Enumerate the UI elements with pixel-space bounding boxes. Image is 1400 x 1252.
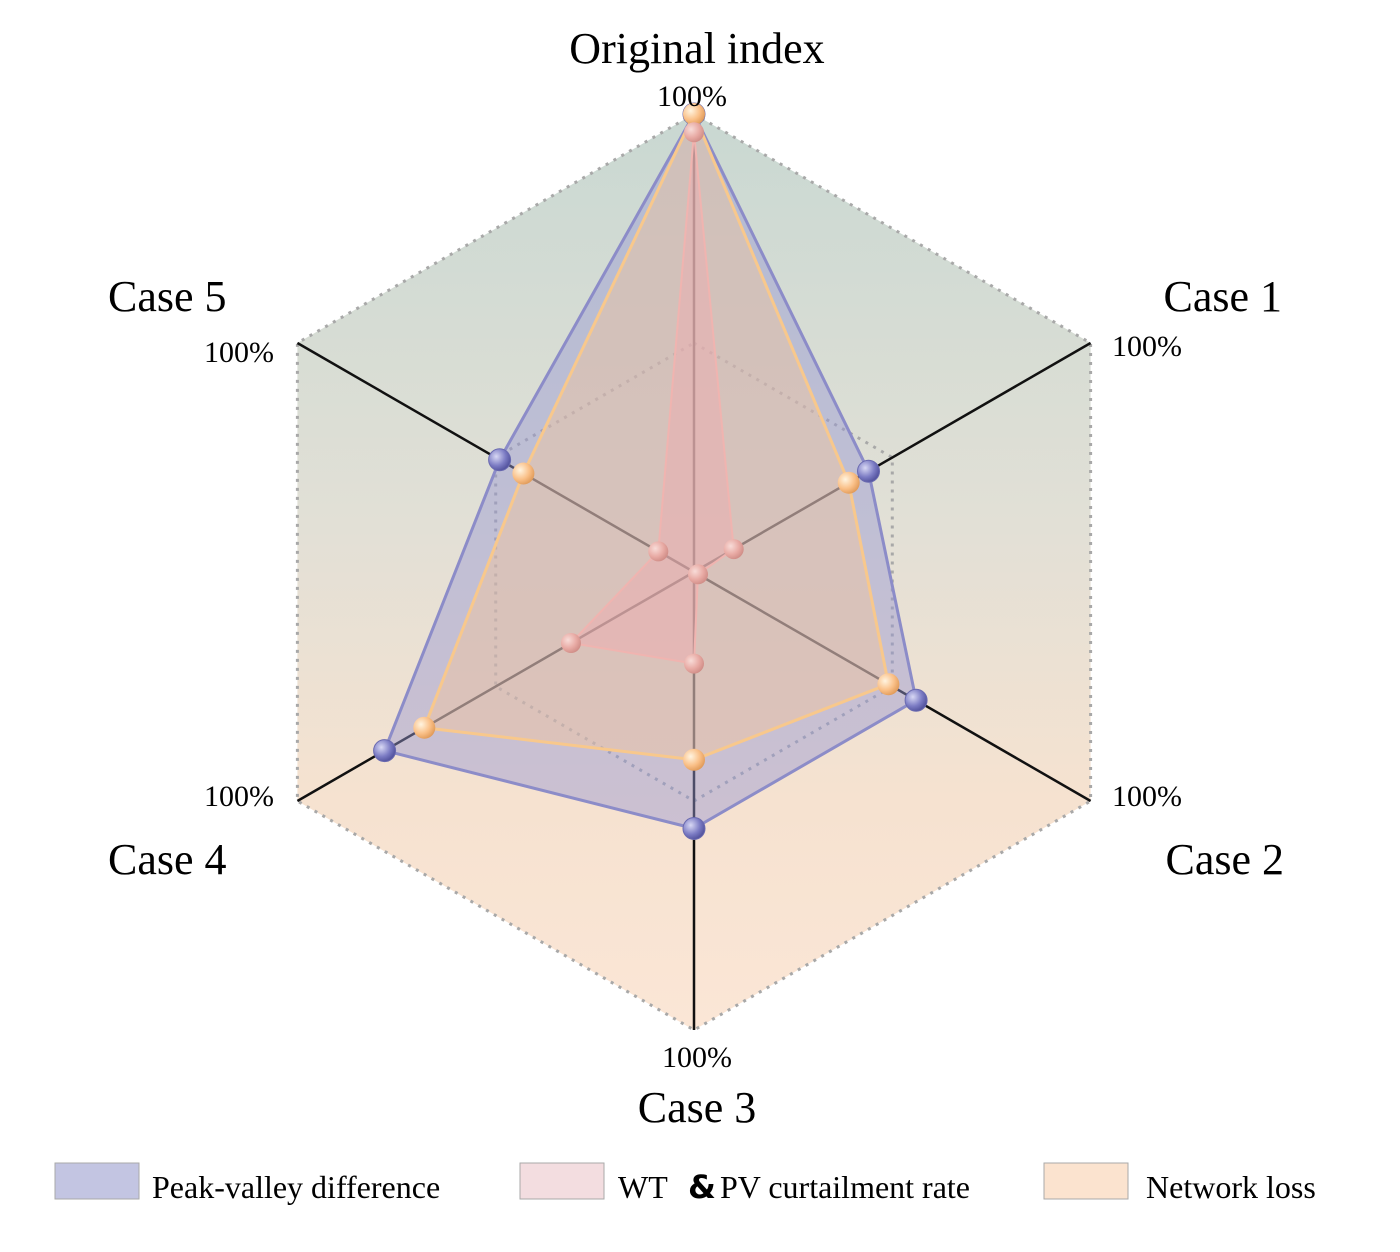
legend-label-peak-valley: Peak-valley difference	[152, 1169, 440, 1205]
series-1-point-2	[688, 564, 708, 585]
legend-item-network-loss[interactable]: Network loss	[1043, 1162, 1316, 1205]
legend-label-network-loss: Network loss	[1146, 1169, 1316, 1205]
legend-item-curtailment[interactable]: WT & PV curtailment rate	[519, 1162, 970, 1206]
legend-swatch-network-loss	[1043, 1162, 1129, 1200]
legend-label-curtailment-wt: WT	[618, 1169, 668, 1205]
legend-swatch-peak-valley	[54, 1162, 140, 1200]
axis-label-0: Original index	[569, 24, 824, 73]
series-2	[413, 103, 900, 771]
series-0-point-2	[904, 688, 928, 712]
radar-labels: Original index 100% Case 1 100% Case 2 100% Ca…	[108, 24, 1284, 1132]
tick-label-1: 100%	[1112, 330, 1182, 363]
axis-label-2: Case 2	[1165, 835, 1284, 884]
series-2-point-5	[512, 462, 535, 485]
radar-series	[373, 102, 928, 840]
tick-label-2: 100%	[1112, 780, 1182, 813]
series-1-point-5	[648, 541, 669, 562]
series-0-point-1	[857, 459, 880, 483]
legend-label-curtailment-rest: PV curtailment rate	[720, 1169, 970, 1205]
axis-label-1: Case 1	[1163, 272, 1282, 321]
series-1-point-4	[561, 633, 581, 653]
tick-label-4: 100%	[204, 780, 274, 813]
series-0-point-5	[488, 448, 512, 472]
series-1-point-1	[723, 539, 744, 560]
axis-label-5: Case 5	[108, 272, 227, 321]
series-1-point-0	[684, 122, 704, 143]
tick-label-5: 100%	[204, 336, 274, 369]
series-2-point-4	[413, 716, 436, 739]
series-2-point-1	[837, 471, 860, 494]
ampersand-glyph: &	[688, 1168, 716, 1206]
axis-spoke-1	[693, 341, 1092, 574]
series-0-point-4	[373, 739, 397, 763]
axis-label-4: Case 4	[108, 835, 227, 884]
series-2-point-3	[683, 748, 705, 771]
legend: Peak-valley difference WT & PV curtailme…	[54, 1162, 1316, 1206]
legend-item-peak-valley[interactable]: Peak-valley difference	[54, 1162, 440, 1205]
tick-label-0: 100%	[657, 80, 727, 113]
series-1-point-3	[684, 653, 704, 674]
series-1	[561, 122, 744, 674]
series-2-point-2	[877, 673, 900, 696]
tick-label-3: 100%	[662, 1041, 732, 1074]
series-2-point-0	[683, 103, 705, 125]
series-0-point-3	[682, 817, 706, 840]
axis-spoke-4	[296, 570, 695, 803]
legend-swatch-curtailment	[519, 1162, 605, 1200]
axis-label-3: Case 3	[638, 1083, 757, 1132]
